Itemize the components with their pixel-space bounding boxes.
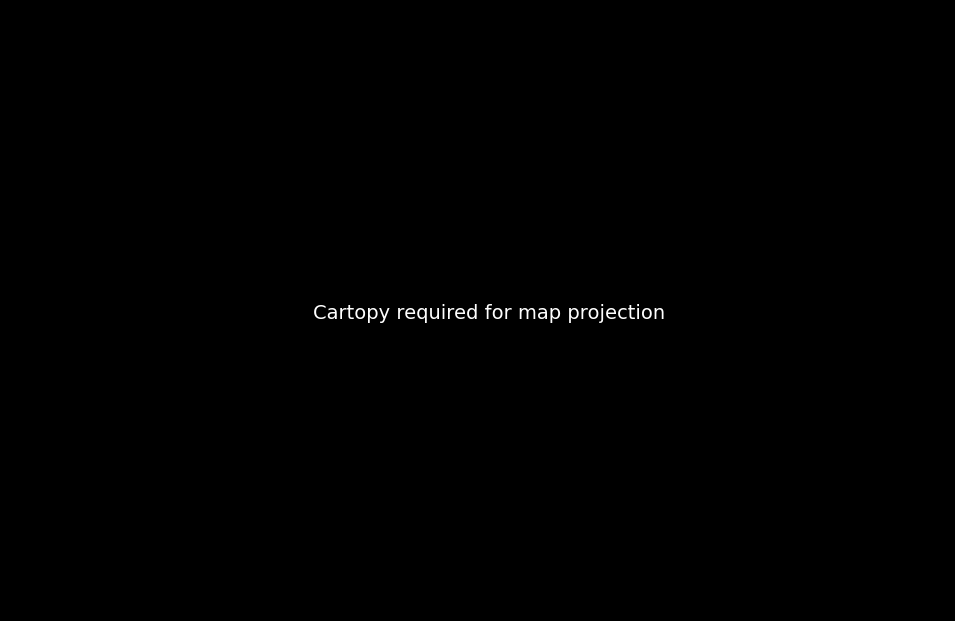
Text: Cartopy required for map projection: Cartopy required for map projection <box>313 304 666 323</box>
